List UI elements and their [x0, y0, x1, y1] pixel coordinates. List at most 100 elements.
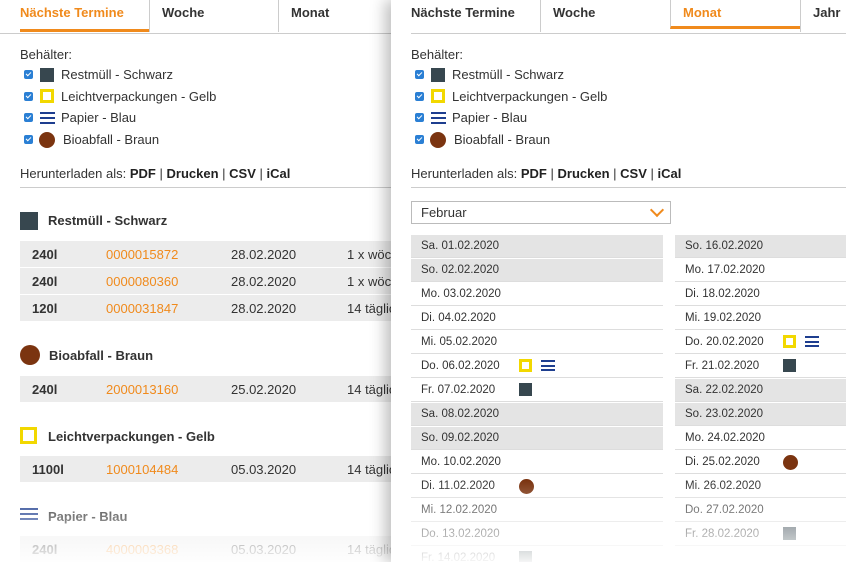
- download-label: Herunterladen als:: [20, 166, 127, 181]
- bin-label: Restmüll - Schwarz: [452, 67, 564, 82]
- calendar-day-date: Do. 13.02.2020: [421, 528, 500, 540]
- calendar-day-date: Do. 20.02.2020: [685, 336, 764, 348]
- frequency: 1 x wöch: [347, 247, 399, 262]
- bin-number-link[interactable]: 1000104484: [106, 462, 179, 477]
- table-row: 120l 0000031847 28.02.2020 14 täglic: [20, 295, 400, 321]
- bin-size: 240l: [32, 247, 58, 262]
- download-print-link[interactable]: Drucken: [166, 166, 219, 181]
- calendar-day-date: Di. 11.02.2020: [421, 480, 495, 492]
- table-row: 240l 0000015872 28.02.2020 1 x wöch: [20, 241, 400, 267]
- checkbox[interactable]: [415, 113, 424, 122]
- yellow-square-icon: [519, 359, 532, 372]
- bin-label: Bioabfall - Braun: [454, 132, 551, 147]
- behaelter-label: Behälter:: [411, 47, 464, 62]
- bin-number-link[interactable]: 4000003368: [106, 542, 179, 557]
- yellow-square-icon: [20, 427, 37, 444]
- bin-size: 240l: [32, 542, 58, 557]
- download-print-link[interactable]: Drucken: [557, 166, 610, 181]
- calendar-day-date: Mi. 05.02.2020: [421, 336, 498, 348]
- blue-lines-icon: [805, 336, 819, 348]
- download-csv-link[interactable]: CSV: [620, 166, 647, 181]
- calendar-day-date: Mi. 19.02.2020: [685, 312, 762, 324]
- separator: |: [222, 166, 226, 181]
- bin-number-link[interactable]: 0000080360: [106, 274, 179, 289]
- calendar-day-date: So. 16.02.2020: [685, 240, 764, 252]
- brown-circle-icon: [39, 132, 55, 148]
- calendar-day: Mo. 24.02.2020: [675, 427, 846, 450]
- blue-lines-icon: [541, 360, 555, 372]
- calendar-day-date: Sa. 08.02.2020: [421, 408, 500, 420]
- calendar-day-date: Fr. 21.02.2020: [685, 360, 760, 372]
- bin-number-link[interactable]: 0000015872: [106, 247, 179, 262]
- download-pdf-link[interactable]: PDF: [129, 166, 156, 181]
- calendar-day-date: Di. 04.02.2020: [421, 312, 496, 324]
- calendar-day-date: Do. 06.02.2020: [421, 360, 500, 372]
- calendar-day: Do. 06.02.2020: [411, 355, 663, 378]
- separator: |: [650, 166, 654, 181]
- next-date: 28.02.2020: [231, 274, 297, 289]
- download-ical-link[interactable]: iCal: [657, 166, 682, 181]
- bin-number-link[interactable]: 0000031847: [106, 301, 179, 316]
- calendar-day: Di. 25.02.2020: [675, 451, 846, 474]
- calendar-day-date: Fr. 28.02.2020: [685, 528, 760, 540]
- checkbox[interactable]: [24, 135, 33, 144]
- bin-label: Papier - Blau: [61, 110, 137, 125]
- brown-circle-icon: [519, 479, 534, 494]
- section-title-bioabfall: Bioabfall - Braun: [49, 348, 154, 363]
- next-date: 05.03.2020: [231, 462, 297, 477]
- calendar-day-date: So. 09.02.2020: [421, 432, 500, 444]
- calendar-day-date: So. 02.02.2020: [421, 264, 500, 276]
- brown-circle-icon: [783, 455, 798, 470]
- calendar-day-date: Di. 18.02.2020: [685, 288, 760, 300]
- tab-naechste-termine[interactable]: Nächste Termine: [411, 5, 515, 20]
- yellow-square-icon: [783, 335, 796, 348]
- calendar-day: Di. 18.02.2020: [675, 283, 846, 306]
- calendar-day: Do. 27.02.2020: [675, 499, 846, 522]
- separator: |: [613, 166, 617, 181]
- dark-square-icon: [20, 212, 38, 230]
- download-pdf-link[interactable]: PDF: [520, 166, 547, 181]
- tab-naechste-termine[interactable]: Nächste Termine: [20, 0, 149, 32]
- view-tabs: Nächste Termine Woche Monat: [0, 0, 400, 34]
- checkbox[interactable]: [415, 92, 424, 101]
- calendar-day-date: Mo. 03.02.2020: [421, 288, 501, 300]
- calendar-day: So. 09.02.2020: [411, 427, 663, 450]
- checkbox[interactable]: [24, 70, 33, 79]
- table-row: 240l 2000013160 25.02.2020 14 täglic: [20, 376, 400, 402]
- frequency: 14 täglic: [347, 462, 396, 477]
- calendar-day: Fr. 07.02.2020: [411, 379, 663, 402]
- calendar-day-date: Mi. 26.02.2020: [685, 480, 762, 492]
- calendar-day: Sa. 01.02.2020: [411, 235, 663, 258]
- calendar-day-date: So. 23.02.2020: [685, 408, 764, 420]
- calendar-day: Mo. 03.02.2020: [411, 283, 663, 306]
- month-select[interactable]: Februar: [411, 201, 671, 224]
- yellow-square-icon: [431, 89, 445, 103]
- bin-number-link[interactable]: 2000013160: [106, 382, 179, 397]
- bin-size: 240l: [32, 382, 58, 397]
- calendar-day: Di. 11.02.2020: [411, 475, 663, 498]
- checkbox[interactable]: [415, 135, 424, 144]
- tab-jahr[interactable]: Jahr: [800, 0, 846, 32]
- calendar-day-date: Sa. 22.02.2020: [685, 384, 764, 396]
- calendar-day-date: Mi. 12.02.2020: [421, 504, 498, 516]
- checkbox[interactable]: [24, 92, 33, 101]
- calendar-day: Do. 13.02.2020: [411, 523, 663, 546]
- download-csv-link[interactable]: CSV: [229, 166, 256, 181]
- bin-size: 240l: [32, 274, 58, 289]
- download-ical-link[interactable]: iCal: [266, 166, 291, 181]
- calendar-day: Fr. 28.02.2020: [675, 523, 846, 546]
- calendar-day: Mi. 26.02.2020: [675, 475, 846, 498]
- calendar-day-date: Do. 27.02.2020: [685, 504, 764, 516]
- behaelter-label: Behälter:: [20, 47, 73, 62]
- tab-monat[interactable]: Monat: [670, 0, 800, 29]
- tab-woche[interactable]: Woche: [540, 0, 670, 32]
- chevron-down-icon: [649, 202, 665, 218]
- table-row: 240l 4000003368 05.03.2020 14 täglic: [20, 536, 400, 562]
- separator: |: [550, 166, 554, 181]
- tab-monat[interactable]: Monat: [278, 0, 400, 32]
- checkbox[interactable]: [24, 113, 33, 122]
- calendar-day: Sa. 08.02.2020: [411, 403, 663, 426]
- checkbox[interactable]: [415, 70, 424, 79]
- calendar-day: So. 02.02.2020: [411, 259, 663, 282]
- tab-woche[interactable]: Woche: [149, 0, 278, 32]
